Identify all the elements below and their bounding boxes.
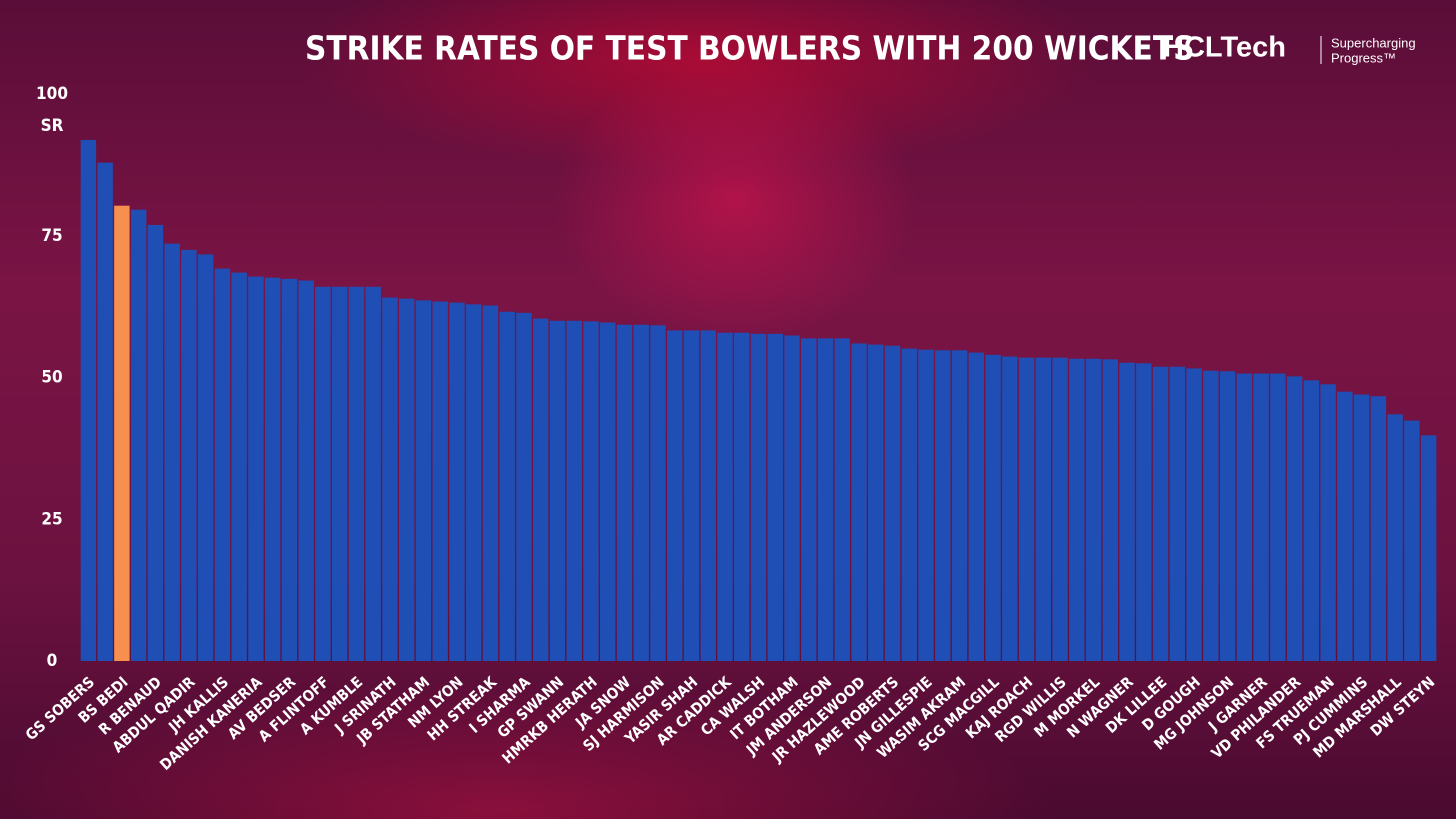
bar — [616, 324, 633, 661]
bar — [482, 305, 499, 661]
bar — [533, 318, 549, 661]
bar — [1102, 359, 1119, 661]
bar — [1337, 391, 1353, 661]
bar — [1119, 362, 1135, 661]
bar — [298, 280, 314, 661]
bar — [1320, 384, 1336, 661]
bar — [1270, 373, 1286, 661]
bar — [868, 344, 884, 661]
bar — [181, 249, 197, 662]
bar — [951, 350, 968, 661]
bar — [1035, 357, 1052, 661]
bar — [1353, 394, 1370, 661]
bar — [499, 311, 515, 661]
bar — [348, 286, 365, 661]
bar — [583, 321, 599, 661]
bar — [516, 312, 532, 661]
bar — [683, 330, 700, 661]
bar — [851, 343, 867, 661]
bar — [801, 338, 817, 661]
bar — [1169, 366, 1186, 661]
bar — [935, 350, 951, 661]
bar — [1052, 357, 1068, 661]
bar — [1236, 373, 1253, 661]
bar — [1203, 370, 1219, 661]
bar — [985, 354, 1001, 661]
bar — [197, 254, 214, 661]
bar — [817, 338, 834, 661]
bar — [365, 286, 381, 661]
bar — [1152, 366, 1169, 661]
bar — [1420, 435, 1437, 661]
bar — [114, 205, 130, 661]
bar — [214, 268, 231, 661]
bar — [398, 298, 415, 661]
bar — [566, 320, 582, 661]
bar — [130, 209, 147, 661]
bar — [1253, 373, 1269, 661]
bar — [717, 332, 733, 661]
bar — [231, 272, 247, 661]
bar — [784, 335, 800, 661]
y-tick-label: 0 — [47, 651, 58, 671]
bar — [734, 332, 750, 661]
bar — [650, 325, 666, 661]
bar — [549, 320, 566, 661]
bar — [147, 224, 164, 662]
tagline: Supercharging — [1331, 35, 1416, 50]
bar — [315, 286, 331, 661]
bar — [901, 348, 917, 661]
bar — [449, 302, 465, 661]
bar — [1219, 371, 1236, 661]
y-axis-label: SR — [41, 116, 64, 136]
bar — [918, 349, 934, 661]
bar — [1387, 414, 1403, 661]
y-tick-label: 75 — [41, 226, 62, 246]
y-tick-label: 25 — [41, 509, 62, 529]
bar — [1018, 357, 1035, 661]
bar — [80, 139, 97, 661]
bar — [1069, 358, 1085, 661]
bar — [968, 352, 984, 661]
bar — [382, 297, 398, 661]
bar — [465, 304, 482, 661]
bar — [600, 322, 616, 661]
bar — [164, 243, 180, 662]
bar — [281, 278, 298, 661]
bar — [767, 333, 783, 661]
bar — [331, 286, 348, 661]
tagline: Progress™ — [1331, 50, 1396, 65]
bar — [700, 330, 716, 661]
bar — [834, 338, 850, 661]
bar — [415, 300, 432, 661]
y-tick-label: 100 — [36, 84, 68, 104]
bar — [1136, 363, 1152, 661]
brand: HCLTech — [1163, 32, 1286, 64]
bar — [1002, 356, 1018, 661]
y-tick-label: 50 — [41, 368, 62, 388]
bar — [1286, 376, 1303, 661]
bar — [1404, 420, 1420, 661]
chart-title: STRIKE RATES OF TEST BOWLERS WITH 200 WI… — [305, 29, 1195, 68]
bar — [750, 333, 767, 661]
bar — [248, 276, 264, 661]
bar — [1085, 358, 1102, 661]
bar — [1303, 380, 1320, 661]
bar — [1186, 368, 1202, 661]
bar — [97, 162, 113, 661]
bar — [884, 345, 901, 661]
bar — [264, 277, 281, 661]
bar — [432, 301, 448, 661]
bar — [667, 330, 683, 661]
bar — [633, 324, 649, 661]
bar — [1370, 396, 1387, 661]
